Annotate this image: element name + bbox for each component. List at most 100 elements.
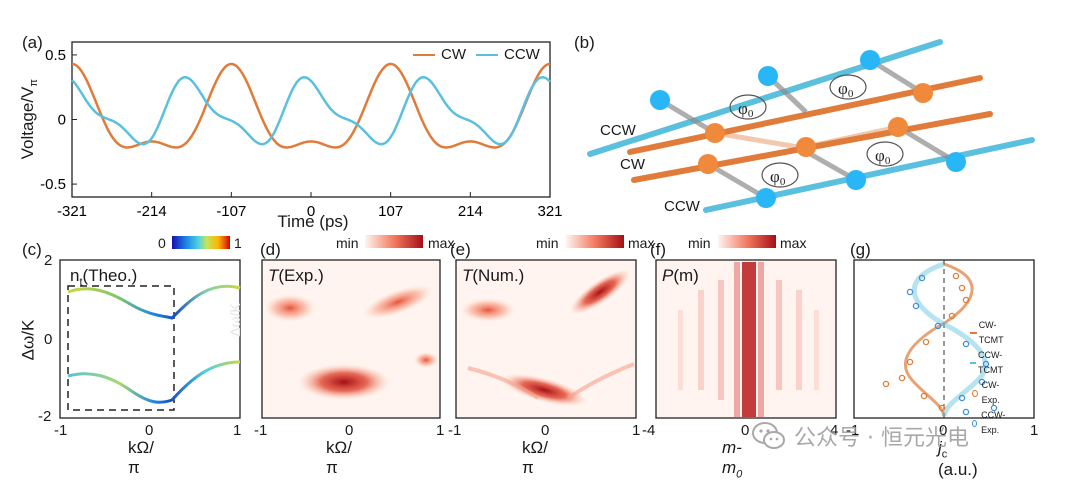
heat-column	[742, 262, 756, 417]
chart-e-xtick-0: 0	[541, 422, 550, 439]
heat-column	[678, 310, 683, 390]
chart-a-xtick-label: -107	[216, 203, 246, 220]
wechat-icon	[752, 422, 785, 449]
rung	[658, 97, 717, 136]
band-lower	[67, 360, 241, 404]
node-cw	[796, 137, 816, 157]
chart-d-title: T(Exp.)	[268, 266, 324, 286]
heat-blob	[264, 294, 316, 322]
series-line-ccw	[71, 76, 551, 146]
heat-blob	[460, 298, 516, 322]
colorbar-c-min: 0	[158, 235, 166, 251]
chart-c-title-sub: t	[79, 276, 83, 289]
phase-loop	[729, 94, 767, 120]
legend-swatch-ccw	[476, 53, 498, 56]
chart-g-xlabel-main: j	[938, 438, 942, 457]
chart-g-xtick-0: 0	[939, 422, 948, 439]
heat-trace	[467, 366, 540, 400]
chart-a-xtick-label: -214	[137, 203, 167, 220]
panel-label-d: (d)	[260, 240, 281, 259]
node-ccw	[860, 50, 880, 70]
chart-f-xtick-0: 0	[741, 422, 750, 439]
chart-a-legend: CW CCW	[413, 46, 540, 63]
colorbar-c	[172, 236, 230, 249]
chart-e-xlabel: kΩ/π	[522, 438, 548, 477]
colorbar-e-min: min	[536, 235, 559, 251]
legend-marker	[972, 419, 978, 427]
band-upper	[67, 284, 241, 320]
legend-item: CW-Exp.	[970, 378, 1007, 408]
chart-f-title: P(m)	[662, 266, 699, 286]
panel-label-f: (f)	[650, 240, 667, 259]
rung	[805, 124, 899, 150]
panel-label-b: (b)	[574, 33, 595, 52]
rail-ccw-bottom	[703, 137, 1035, 213]
diagram-b-svg: φ0 φ0 φ0 φ0	[587, 39, 1035, 213]
heat-blob	[501, 373, 587, 407]
heat-blob	[362, 284, 434, 320]
node-cw	[888, 117, 908, 137]
chart-a-ytick-label: -0.5	[40, 176, 66, 193]
panel-label-c: (c)	[22, 240, 42, 259]
phase-loop	[829, 74, 867, 100]
chart-f-xlabel-main: m-m	[722, 438, 742, 477]
panel-label-a: (a)	[22, 33, 43, 52]
heat-blob	[569, 269, 631, 315]
chart-e-title-rest: (Num.)	[472, 266, 525, 285]
legend-swatch	[970, 332, 977, 334]
chart-c-svg	[59, 236, 241, 419]
heat-column	[698, 290, 704, 390]
colorbar-d-min: min	[336, 235, 359, 251]
rail-label-ccw-bottom: CCW	[664, 198, 700, 215]
chart-e-title-main: T	[462, 266, 473, 285]
chart-e-title: T(Num.)	[462, 266, 524, 286]
rung	[714, 130, 799, 150]
chart-f-xtick-neg4: -4	[642, 422, 656, 439]
colorbar-f	[718, 235, 776, 248]
heat-column	[814, 310, 819, 390]
chart-a-ytick-label: 0.5	[45, 47, 66, 64]
rung	[868, 57, 925, 96]
node-ccw	[846, 170, 866, 190]
chart-g-xtick-1: 1	[1030, 422, 1039, 439]
chart-c-ytick-neg2: -2	[38, 408, 52, 425]
chart-d-xtick-neg1: -1	[254, 422, 268, 439]
rung	[706, 161, 768, 201]
chart-a-xtick-label: 214	[458, 203, 483, 220]
chart-a-xtick-label: -321	[57, 203, 87, 220]
rail-ccw-top	[587, 39, 943, 157]
colorbar-c-max: 1	[234, 235, 242, 251]
chart-d-title-rest: (Exp.)	[278, 266, 324, 285]
phase-loop	[866, 141, 904, 167]
node-cw	[913, 83, 933, 103]
chart-g-xlabel-sub: c	[941, 448, 948, 461]
chart-c-frame	[59, 259, 241, 419]
chart-g-legend: CW-TCMT CCW-TCMT CW-Exp. CCW-Exp.	[970, 318, 1007, 438]
heat-trace	[566, 362, 635, 400]
colorbar-f-max: max	[780, 235, 807, 251]
chart-e-svg	[455, 235, 637, 419]
diagram-b: φ0 φ0 φ0 φ0 CCW CW CCW	[580, 30, 1050, 230]
chart-f-title-rest: (m)	[673, 266, 699, 285]
chart-c-title-rest: (Theo.)	[82, 266, 138, 285]
colorbar-e	[566, 235, 624, 248]
legend-label-ccw: CCW	[504, 46, 540, 63]
chart-d-xtick-0: 0	[345, 422, 354, 439]
chart-e-xtick-neg1: -1	[448, 422, 462, 439]
chart-c-ghost-label: Δω/K	[226, 303, 243, 337]
colorbar-d	[365, 235, 423, 248]
legend-label: CCW-TCMT	[977, 350, 1003, 375]
chart-d-title-main: T	[268, 266, 279, 285]
chart-f-xlabel: m-m0	[722, 438, 742, 480]
heat-blob	[298, 364, 390, 400]
colorbar-e-max: max	[628, 235, 655, 251]
chart-c-ytick-0: 0	[44, 331, 53, 348]
legend-label: CCW-Exp.	[981, 410, 1006, 435]
chart-c-xtick-1: 1	[233, 422, 242, 439]
chart-a-ylabel-text: Voltage/V	[17, 86, 37, 160]
legend-swatch-cw	[413, 53, 435, 56]
panel-label-g: (g)	[850, 240, 871, 259]
chart-f-title-main: P	[662, 266, 674, 285]
rung	[896, 124, 958, 165]
chart-c-xlabel: kΩ/π	[128, 438, 154, 477]
